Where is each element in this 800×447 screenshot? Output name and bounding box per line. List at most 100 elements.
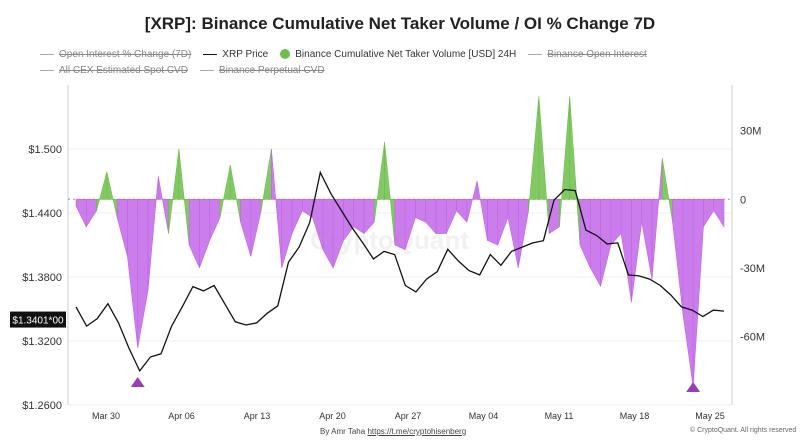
volume-segment [219,164,231,218]
volume-segment [456,198,468,223]
legend-swatch [199,69,214,71]
legend-item[interactable]: Binance Cumulative Net Taker Volume [USD… [280,47,516,63]
legend-item[interactable]: Open Interest % Change (7D) [40,47,191,63]
volume-segment [96,171,108,211]
x-tick-label: Apr 27 [395,411,422,421]
legend-swatch [40,69,54,71]
volume-segment [199,198,211,268]
volume-segment [672,198,684,314]
footer-link[interactable]: https://t.me/cryptohisenberg [367,427,467,436]
footer-credit: By Amr Taha https://t.me/cryptohisenberg [320,427,466,436]
x-tick-label: May 18 [620,411,650,421]
volume-segment [363,198,375,235]
volume-segment [127,198,139,348]
volume-segment [559,96,571,227]
volume-segment [116,198,128,257]
legend-label: Binance Open Interest [547,49,647,60]
volume-segment [548,198,560,235]
volume-segment [250,198,262,257]
volume-segment [106,171,118,218]
legend-label: Binance Cumulative Net Taker Volume [USD… [295,49,517,60]
volume-segment [312,198,324,250]
volume-segment [445,198,457,234]
x-tick-label: Mar 30 [92,411,120,421]
volume-segment [435,198,447,234]
legend-item[interactable]: Binance Open Interest [528,47,647,63]
volume-segment [692,198,704,387]
volume-segment [168,148,180,234]
volume-segment [322,198,334,270]
volume-segment [229,164,241,223]
right-tick-label: 30M [740,126,761,138]
volume-segment [260,148,272,211]
volume-segment [528,96,540,211]
left-tick-label: $1.2600 [22,400,62,412]
right-tick-label: -30M [740,263,765,275]
x-tick-label: May 11 [545,411,574,421]
x-tick-label: May 25 [695,411,725,421]
marker-triangle [130,377,145,387]
volume-segment [487,198,499,246]
volume-segment [137,198,149,348]
legend-label: Open Interest % Change (7D) [59,49,192,60]
price-line [75,170,725,373]
x-tick-label: May 04 [469,411,499,421]
volume-segment [579,198,591,268]
x-tick-label: Apr 20 [319,411,346,421]
volume-segment [384,142,396,246]
right-tick-label: -60M [740,331,765,343]
x-tick-label: Apr 13 [244,411,271,421]
left-tick-label: $1.3800 [22,272,62,284]
legend-swatch [528,53,543,55]
volume-segment [209,198,221,241]
volume-segment [497,198,509,246]
volume-segment [517,198,529,268]
legend-swatch [203,53,218,55]
volume-segment [271,148,283,268]
legend-item[interactable]: XRP Price [203,47,268,63]
volume-segment [415,198,427,223]
volume-segment [641,198,653,280]
legend-swatch [280,49,291,60]
volume-segment [85,198,97,228]
volume-segment [569,96,581,246]
left-tick-label: $1.3200 [22,336,62,348]
legend-item[interactable]: Binance Perpetual CVD [199,63,325,79]
legend-swatch [40,53,54,55]
legend-item[interactable]: All CEX Estimated Spot CVD [40,63,188,79]
current-price-box [10,311,66,328]
copyright: © CryptoQuant. All rights reserved [690,427,797,434]
volume-segment [373,142,385,223]
volume-segment [240,198,252,257]
left-tick-label: $1.4400 [22,208,62,220]
volume-segment [394,198,406,251]
volume-segment [713,198,725,228]
right-tick-label: 0 [740,194,746,206]
volume-segment [466,180,478,223]
volume-segment [147,176,159,291]
chart-legend: Open Interest % Change (7D) XRP Price Bina… [40,47,780,79]
volume-segment [404,198,416,250]
volume-segment [188,198,200,268]
legend-label: Binance Perpetual CVD [218,65,325,76]
volume-segment [620,198,632,303]
x-tick-label: Apr 06 [168,411,195,421]
volume-segment [291,198,303,234]
volume-segment [178,148,190,246]
volume-segment [507,198,519,268]
volume-segment [343,198,355,242]
volume-segment [651,158,663,280]
current-price-label: $1.3401*00 [12,316,64,327]
chart-title: [XRP]: Binance Cumulative Net Taker Volu… [144,14,656,33]
marker-triangle [686,382,701,392]
volume-segment [631,198,643,303]
footer-author: By Amr Taha [320,427,366,436]
left-tick-label: $1.500 [28,144,62,156]
volume-segment [157,176,169,234]
volume-segment [589,198,601,288]
volume-segment [682,198,694,387]
volume-segment [476,180,488,241]
volume-segment [281,198,293,268]
volume-segment [425,198,437,235]
